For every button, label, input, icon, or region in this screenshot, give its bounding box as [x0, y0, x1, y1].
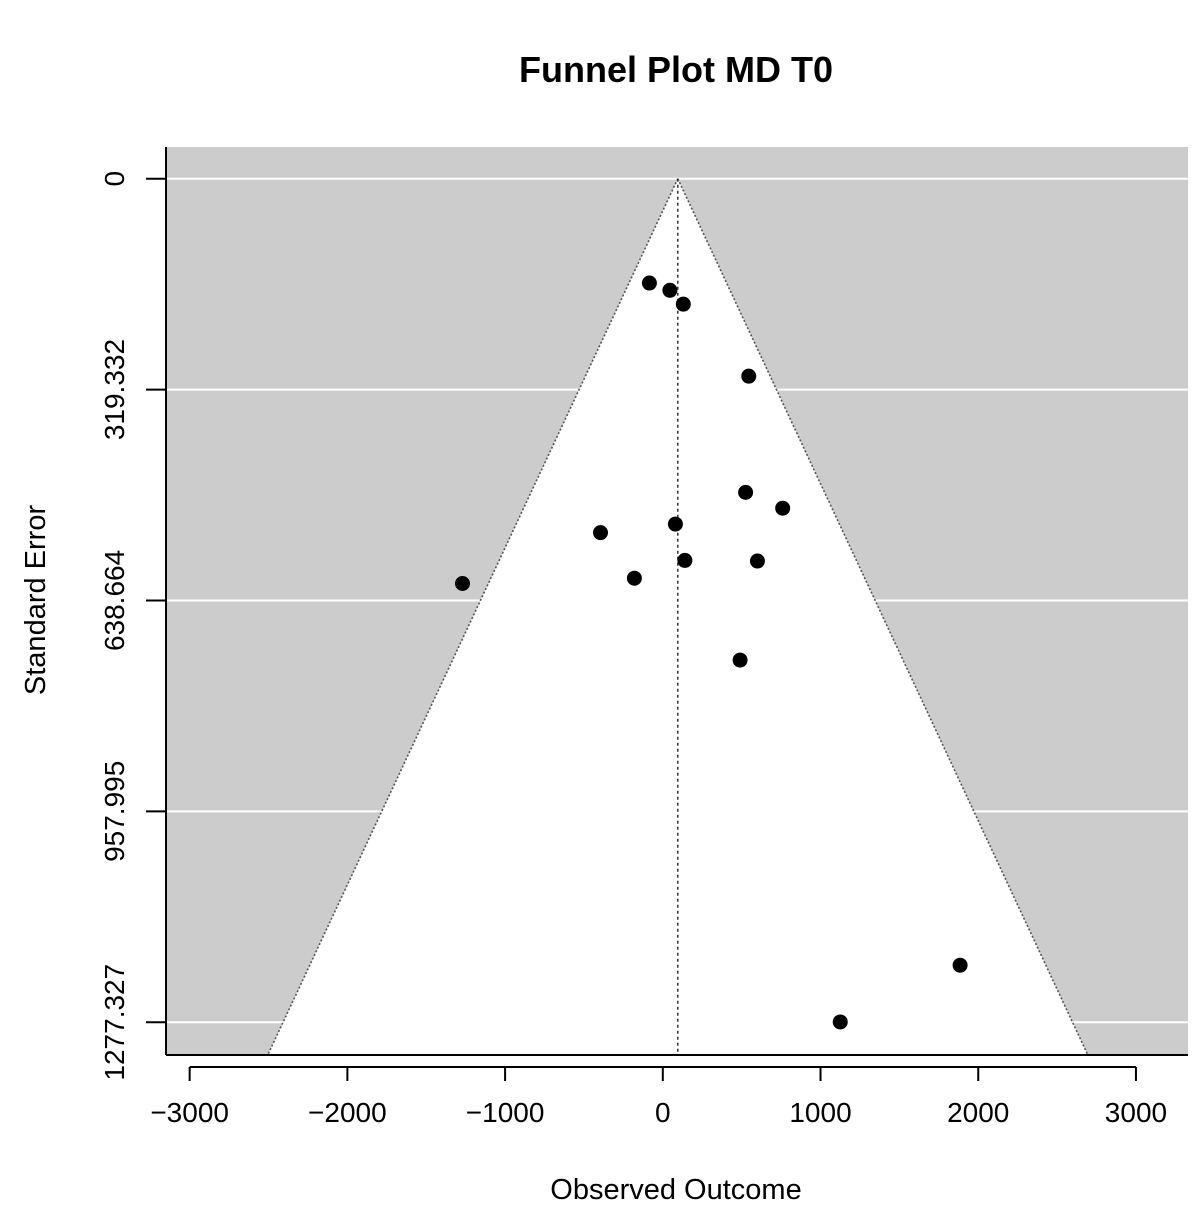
- data-point-6: [667, 516, 683, 532]
- data-point-4: [738, 484, 754, 500]
- data-point-1: [662, 282, 678, 298]
- data-point-8: [677, 552, 693, 568]
- y-tick-label-0: 0: [99, 171, 130, 187]
- y-tick-label-4: 1277.327: [99, 964, 130, 1081]
- data-point-14: [832, 1014, 848, 1030]
- data-point-3: [741, 368, 757, 384]
- x-tick-label-2: −1000: [466, 1097, 545, 1128]
- y-axis-label: Standard Error: [20, 505, 52, 696]
- data-point-5: [775, 500, 791, 516]
- y-tick-label-2: 638.664: [99, 550, 130, 651]
- data-point-2: [675, 296, 691, 312]
- funnel-left-edge: [267, 178, 679, 1056]
- funnel-right-edge: [677, 178, 1089, 1056]
- data-point-12: [732, 652, 748, 668]
- x-axis-label: Observed Outcome: [550, 1174, 801, 1206]
- chart-title: Funnel Plot MD T0: [519, 49, 833, 90]
- data-point-10: [626, 570, 642, 586]
- y-tick-label-3: 957.995: [99, 761, 130, 862]
- x-tick-label-1: −2000: [308, 1097, 387, 1128]
- x-tick-label-0: −3000: [150, 1097, 229, 1128]
- data-point-7: [593, 525, 609, 541]
- y-tick-label-1: 319.332: [99, 339, 130, 440]
- x-tick-label-6: 3000: [1105, 1097, 1167, 1128]
- data-point-0: [641, 275, 657, 291]
- x-tick-label-4: 1000: [789, 1097, 851, 1128]
- data-point-11: [455, 576, 471, 592]
- x-tick-label-5: 2000: [947, 1097, 1009, 1128]
- data-point-13: [952, 957, 968, 973]
- x-tick-label-3: 0: [655, 1097, 671, 1128]
- data-point-9: [749, 553, 765, 569]
